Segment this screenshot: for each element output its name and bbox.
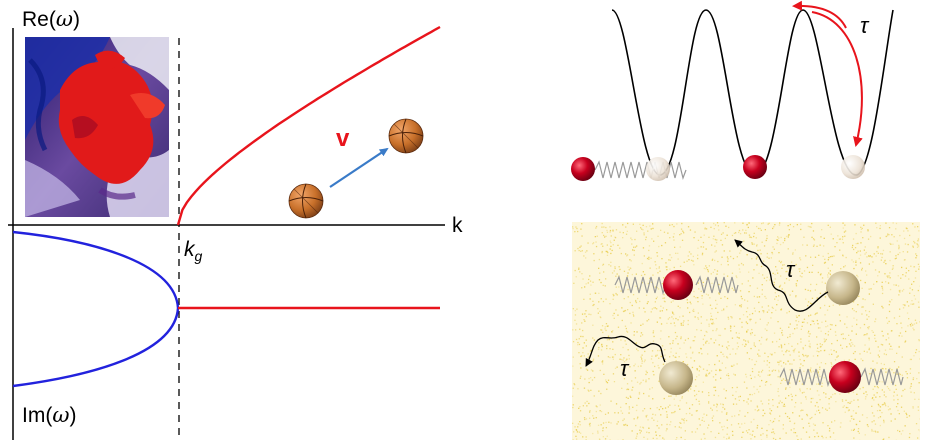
random-walk-path-upper <box>734 239 829 312</box>
red-particle <box>663 270 693 300</box>
hop-arrow-forward <box>811 11 863 147</box>
re-omega-label: Re(ω) <box>22 7 80 31</box>
hop-arrow-back <box>792 0 847 29</box>
upper-path-time-label: τ <box>786 257 796 282</box>
red-particle <box>743 155 767 179</box>
ball-icon <box>288 183 324 219</box>
tan-particle <box>659 361 693 395</box>
fluid-instability-image <box>25 37 169 217</box>
tan-particle <box>826 271 860 305</box>
spring-icon <box>594 160 687 181</box>
ghost-particle <box>646 157 670 181</box>
imag-branch-stable-curve <box>12 230 180 388</box>
dispersion-plot: Re(ω) Im(ω) k kg v <box>8 7 463 440</box>
random-walk-path-lower <box>585 335 666 367</box>
im-omega-label: Im(ω) <box>22 403 76 427</box>
spring-icon <box>614 275 739 296</box>
red-particle <box>571 157 595 181</box>
ball-icon <box>388 118 424 154</box>
red-particle <box>829 361 861 393</box>
critical-wavenumber-label: kg <box>184 238 203 264</box>
fluid-panel: τ τ <box>572 222 920 440</box>
lower-path-time-label: τ <box>620 356 630 381</box>
fluid-background <box>572 222 920 440</box>
x-axis-label-k: k <box>452 214 463 237</box>
potential-panel: τ <box>571 0 894 181</box>
periodic-potential-curve <box>611 9 894 176</box>
spring-icon <box>779 367 904 388</box>
hop-time-label: τ <box>860 13 870 38</box>
velocity-arrow <box>329 147 389 188</box>
velocity-label: v <box>336 125 350 152</box>
real-branch-curve <box>176 25 441 226</box>
ghost-particle <box>841 155 865 179</box>
